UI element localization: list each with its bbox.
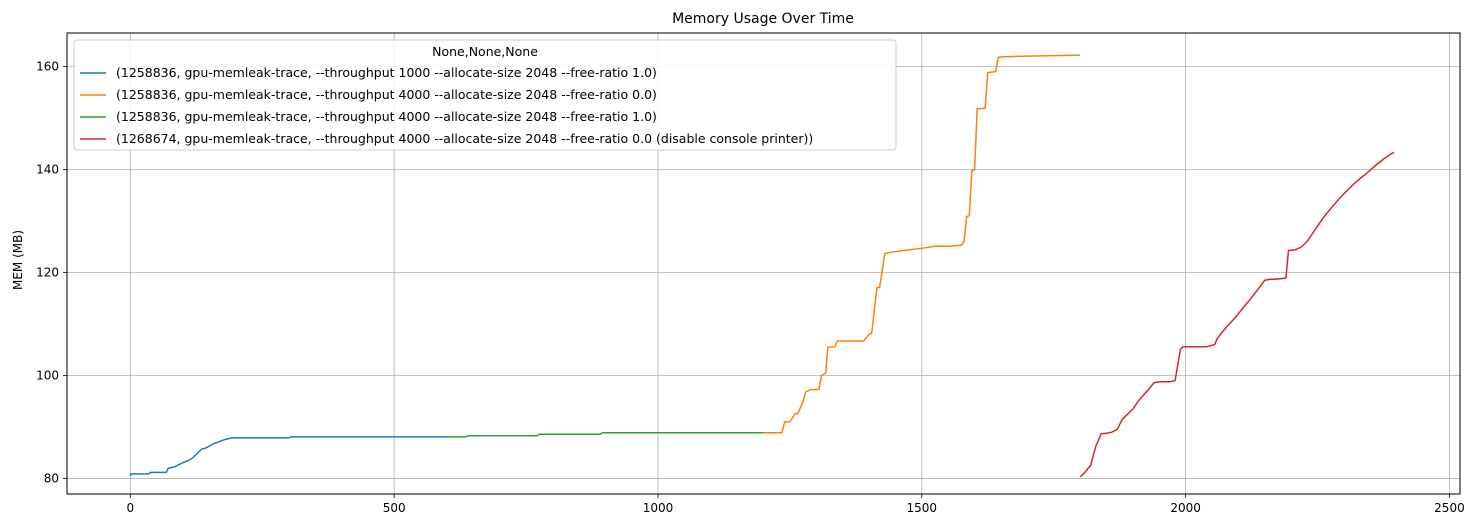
x-tick-label: 500 [383, 501, 406, 515]
series-line-4 [1079, 151, 1395, 478]
chart-title: Memory Usage Over Time [672, 11, 854, 27]
legend-entry-1: (1258836, gpu-memleak-trace, --throughpu… [116, 65, 657, 80]
series-line-1 [129, 436, 447, 477]
series-lines [129, 54, 1395, 478]
legend-title: None,None,None [432, 44, 538, 59]
y-tick-label: 80 [44, 472, 59, 486]
axis-ticks: 0 500 1000 1500 2000 2500 80 100 120 140 160 [36, 59, 1465, 515]
y-axis-label: MEM (MB) [11, 230, 25, 290]
x-tick-label: 1000 [643, 501, 674, 515]
plot-frame [66, 32, 1461, 495]
legend-items: (1258836, gpu-memleak-trace, --throughpu… [80, 65, 813, 146]
y-tick-label: 140 [36, 162, 59, 176]
x-tick-label: 2000 [1170, 501, 1201, 515]
x-tick-label: 0 [126, 501, 134, 515]
legend-entry-2: (1258836, gpu-memleak-trace, --throughpu… [116, 87, 657, 102]
legend-entry-3: (1258836, gpu-memleak-trace, --throughpu… [116, 109, 657, 124]
legend-entry-4: (1268674, gpu-memleak-trace, --throughpu… [116, 131, 813, 146]
x-tick-label: 1500 [907, 501, 938, 515]
legend: None,None,None (1258836, gpu-memleak-tra… [73, 39, 897, 151]
y-tick-label: 160 [36, 59, 59, 73]
legend-box [73, 39, 897, 151]
series-line-2 [763, 54, 1081, 434]
y-tick-label: 100 [36, 369, 59, 383]
series-line-3 [446, 431, 764, 438]
x-tick-label: 2500 [1434, 501, 1465, 515]
y-tick-label: 120 [36, 266, 59, 280]
